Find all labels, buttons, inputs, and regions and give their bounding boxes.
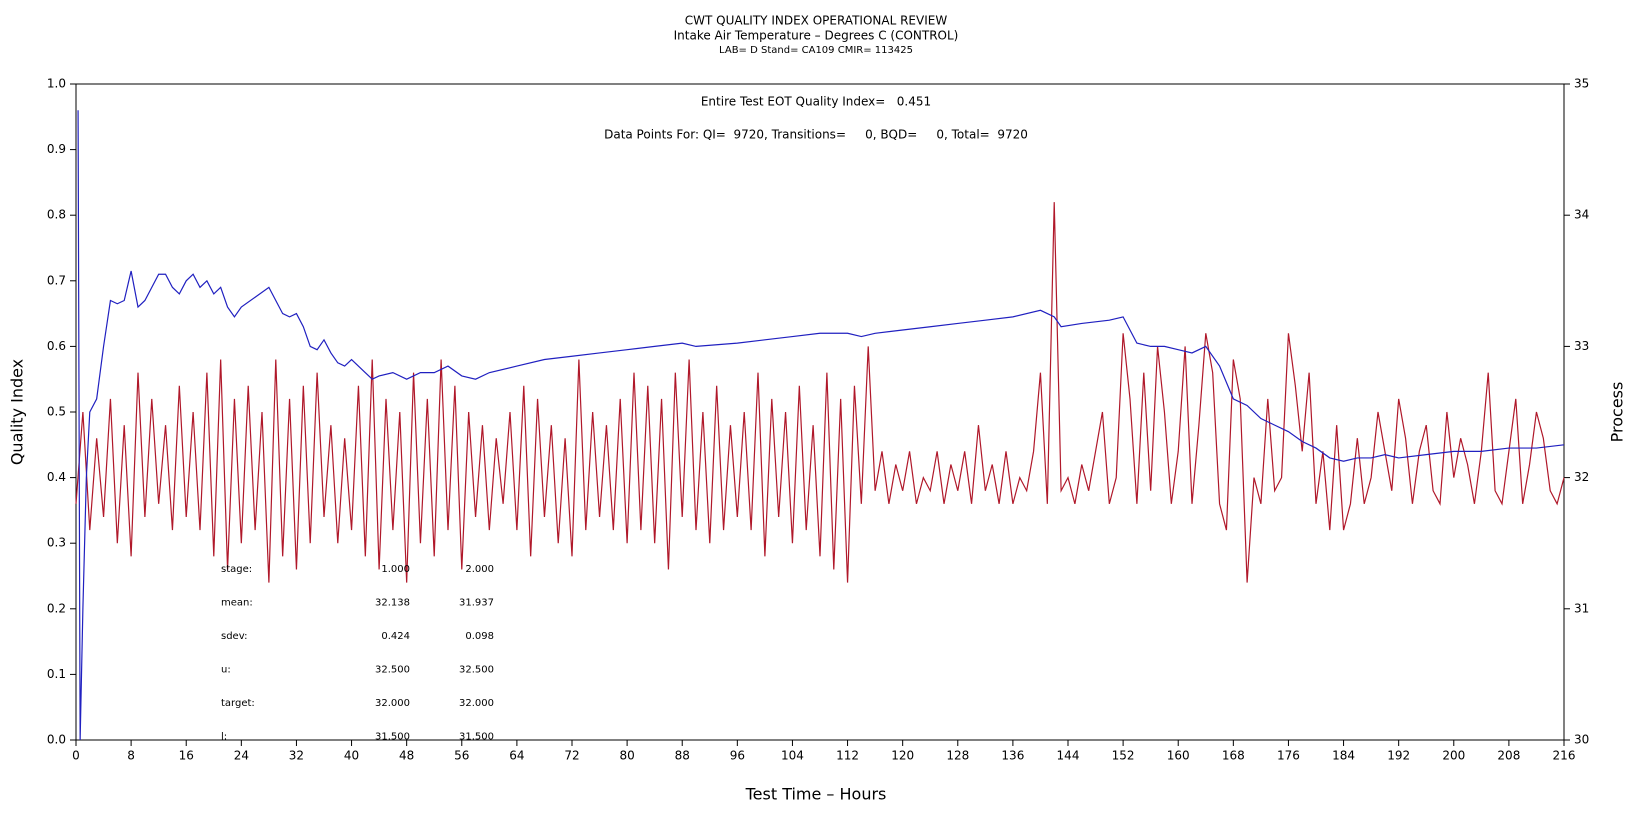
stats-cell: 32.000 bbox=[375, 698, 410, 709]
y2-tick-label: 30 bbox=[1574, 733, 1589, 747]
y2-tick-label: 33 bbox=[1574, 339, 1589, 353]
x-tick-label: 160 bbox=[1167, 749, 1190, 763]
plot-frame bbox=[75, 83, 1565, 741]
y2-axis-label: Process bbox=[1608, 382, 1627, 443]
stats-cell: mean: bbox=[221, 598, 253, 609]
y-tick-label: 1.0 bbox=[47, 77, 66, 91]
x-tick-label: 72 bbox=[564, 749, 579, 763]
stats-cell: sdev: bbox=[221, 631, 247, 642]
y-axis-label: Quality Index bbox=[8, 359, 27, 465]
y2-tick-label: 34 bbox=[1574, 208, 1589, 222]
x-tick-label: 64 bbox=[509, 749, 524, 763]
x-tick-label: 184 bbox=[1332, 749, 1355, 763]
stats-cell: target: bbox=[221, 698, 255, 709]
x-tick-label: 56 bbox=[454, 749, 469, 763]
y-tick-label: 0.6 bbox=[47, 339, 66, 353]
stats-cell: 2.000 bbox=[465, 564, 494, 575]
chart-subtitle: Intake Air Temperature – Degrees C (CONT… bbox=[674, 29, 959, 43]
stats-cell: 32.138 bbox=[375, 598, 410, 609]
y-tick-label: 0.1 bbox=[47, 667, 66, 681]
x-tick-label: 208 bbox=[1497, 749, 1520, 763]
y-tick-label: 0.2 bbox=[47, 601, 66, 615]
x-tick-label: 104 bbox=[781, 749, 804, 763]
x-tick-label: 80 bbox=[619, 749, 634, 763]
x-tick-label: 136 bbox=[1001, 749, 1024, 763]
annotation: Entire Test EOT Quality Index= 0.451 bbox=[701, 95, 931, 109]
x-tick-label: 168 bbox=[1222, 749, 1245, 763]
x-tick-label: 48 bbox=[399, 749, 414, 763]
y-tick-label: 0.7 bbox=[47, 273, 66, 287]
x-tick-label: 8 bbox=[127, 749, 135, 763]
x-tick-label: 16 bbox=[179, 749, 194, 763]
x-tick-label: 128 bbox=[946, 749, 969, 763]
y2-tick-label: 35 bbox=[1574, 77, 1589, 91]
x-tick-label: 152 bbox=[1112, 749, 1135, 763]
stats-cell: 32.000 bbox=[459, 698, 494, 709]
x-tick-label: 96 bbox=[730, 749, 745, 763]
data-line bbox=[75, 202, 1565, 583]
y-tick-label: 0.5 bbox=[47, 405, 66, 419]
x-tick-label: 216 bbox=[1553, 749, 1576, 763]
stats-cell: 32.500 bbox=[459, 665, 494, 676]
annotation: Data Points For: QI= 9720, Transitions= … bbox=[604, 128, 1028, 142]
stats-cell: 32.500 bbox=[375, 665, 410, 676]
stats-cell: l: bbox=[221, 732, 227, 743]
x-tick-label: 0 bbox=[72, 749, 80, 763]
y-tick-label: 0.3 bbox=[47, 536, 66, 550]
chart-subtitle: LAB= D Stand= CA109 CMIR= 113425 bbox=[719, 45, 913, 56]
y2-tick-label: 31 bbox=[1574, 601, 1589, 615]
stats-cell: 31.500 bbox=[375, 732, 410, 743]
x-tick-label: 192 bbox=[1387, 749, 1410, 763]
y-tick-label: 0.8 bbox=[47, 208, 66, 222]
x-tick-label: 200 bbox=[1442, 749, 1465, 763]
x-tick-label: 40 bbox=[344, 749, 359, 763]
stats-cell: 1.000 bbox=[381, 564, 410, 575]
stats-cell: u: bbox=[221, 665, 231, 676]
x-tick-label: 32 bbox=[289, 749, 304, 763]
stats-cell: 0.098 bbox=[465, 631, 494, 642]
y-tick-label: 0.0 bbox=[47, 733, 66, 747]
x-tick-label: 120 bbox=[891, 749, 914, 763]
y2-tick-label: 32 bbox=[1574, 470, 1589, 484]
x-tick-label: 176 bbox=[1277, 749, 1300, 763]
chart-title: CWT QUALITY INDEX OPERATIONAL REVIEW bbox=[685, 14, 948, 28]
stats-cell: 31.937 bbox=[459, 598, 494, 609]
data-line bbox=[77, 110, 1565, 741]
y-tick-label: 0.4 bbox=[47, 470, 66, 484]
x-tick-label: 24 bbox=[234, 749, 249, 763]
stats-cell: stage: bbox=[221, 564, 252, 575]
x-tick-label: 144 bbox=[1057, 749, 1080, 763]
x-axis-label: Test Time – Hours bbox=[745, 785, 887, 804]
x-tick-label: 88 bbox=[675, 749, 690, 763]
x-tick-label: 112 bbox=[836, 749, 859, 763]
stats-cell: 0.424 bbox=[381, 631, 410, 642]
y-tick-label: 0.9 bbox=[47, 142, 66, 156]
stats-cell: 31.500 bbox=[459, 732, 494, 743]
